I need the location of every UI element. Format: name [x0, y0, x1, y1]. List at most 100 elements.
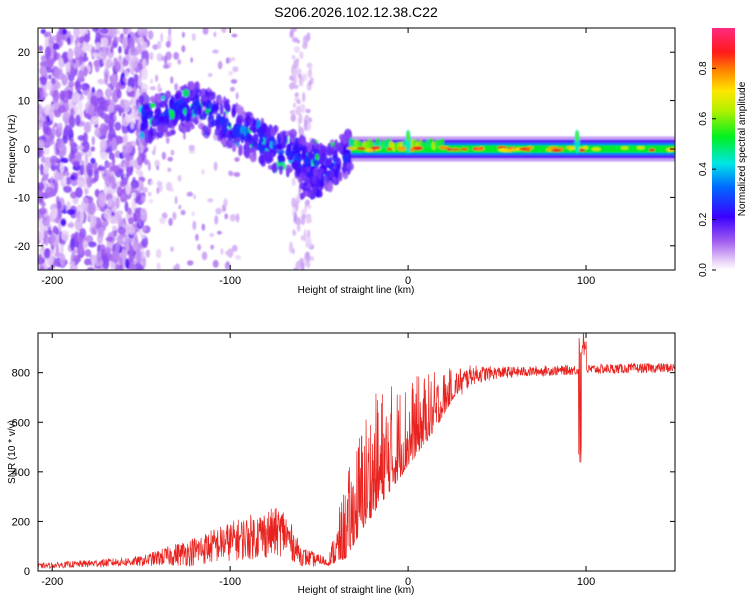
spectrogram-blob: [346, 162, 354, 171]
spectrogram-blob: [58, 105, 67, 114]
spectrogram-blob: [108, 152, 115, 160]
spectrogram-blob: [335, 165, 339, 176]
spectrogram-blob: [147, 191, 152, 197]
spectrogram-x-axis: -200 -100 0 100: [41, 28, 595, 287]
spectrogram-blob: [138, 36, 144, 46]
colorbar-label: Normalized spectral amplitude: [737, 81, 748, 216]
spectrogram-blob: [227, 248, 234, 258]
spectrogram-blob: [168, 119, 174, 129]
spectrogram-blob: [170, 110, 175, 120]
spectrogram-blob: [292, 207, 295, 217]
spectrogram-blob: [220, 138, 227, 145]
spectrogram-blob: [56, 200, 62, 210]
spectrogram-blob: [145, 112, 150, 118]
spectrogram-blob: [252, 133, 259, 145]
spectrogram-blob: [210, 244, 215, 250]
spectrogram-blob: [129, 99, 134, 106]
spectrogram-blob: [303, 190, 310, 197]
spectrogram-blob: [298, 113, 303, 125]
spectrogram-blob: [101, 46, 108, 58]
spectrogram-blob: [90, 157, 96, 164]
spectrogram-blob: [271, 163, 278, 174]
spectrogram-blob: [343, 145, 349, 156]
spectrogram-blob: [156, 187, 160, 194]
spectrogram-blob: [228, 171, 234, 177]
spectrogram-blob: [202, 28, 209, 35]
spectrogram-blob: [132, 192, 137, 199]
spectrogram-blob: [338, 169, 342, 181]
spectrogram-blob: [46, 267, 53, 270]
colorbar-tick-label: 0.8: [698, 61, 709, 75]
spectrogram-blob: [112, 195, 116, 202]
spectrogram-blob: [76, 42, 82, 48]
snr-series-line: [38, 333, 675, 570]
spectrogram-blob: [180, 113, 185, 122]
spectrogram-blob: [59, 161, 65, 174]
spectrogram-blob: [263, 150, 271, 162]
spectrogram-blob: [292, 28, 297, 33]
spectrogram-blob: [148, 96, 156, 102]
spectrogram-blob: [63, 171, 70, 177]
spectrogram-x-tick-label: 100: [577, 275, 595, 287]
spectrogram-blob: [582, 146, 589, 150]
spectrogram-blob: [313, 159, 320, 168]
spectrogram-blob: [250, 152, 256, 163]
spectrogram-blob: [182, 88, 190, 98]
spectrogram-blob: [181, 31, 186, 38]
spectrogram-blob: [142, 58, 147, 69]
spectrogram-blob: [39, 60, 47, 68]
spectrogram-blob: [225, 250, 229, 256]
spectrogram-blob: [42, 120, 49, 134]
spectrogram-blob: [128, 217, 134, 225]
spectrogram-blob: [144, 159, 150, 165]
spectrogram-blob: [90, 95, 98, 106]
spectrogram-blob: [301, 166, 307, 174]
spectrogram-blob: [293, 211, 297, 222]
spectrogram-blob: [77, 99, 83, 111]
spectrogram-blob: [386, 147, 393, 151]
spectrogram-blob: [293, 69, 297, 80]
spectrogram-blob: [311, 144, 315, 153]
spectrogram-blob: [270, 128, 277, 136]
spectrogram-blob: [116, 89, 122, 99]
spectrogram-blob: [156, 53, 163, 62]
spectrogram-blob: [219, 103, 224, 115]
spectrogram-blob: [38, 182, 45, 191]
spectrogram-blob: [107, 198, 113, 208]
spectrogram-blob: [142, 186, 148, 193]
spectrogram-blob: [50, 176, 54, 186]
spectrogram-blob: [183, 114, 191, 123]
spectrogram-blob: [111, 225, 117, 231]
spectrogram-blob: [201, 251, 208, 261]
spectrogram-blob: [308, 117, 313, 123]
spectrogram-blob: [291, 160, 299, 170]
spectrogram-blob: [121, 176, 128, 186]
spectrogram-blob: [177, 174, 182, 182]
spectrogram-blob: [206, 101, 211, 110]
spectrogram-blob: [177, 58, 182, 65]
spectrogram-blob: [125, 237, 134, 245]
spectrogram-blob: [325, 158, 333, 167]
spectrogram-blob: [83, 66, 88, 77]
spectrogram-blob: [212, 103, 220, 112]
spectrogram-blob: [170, 76, 174, 84]
spectrogram-blob: [127, 257, 135, 270]
spectrogram-blob: [67, 74, 75, 82]
spectrogram-blob: [62, 175, 67, 187]
spectrogram-blob: [53, 181, 59, 188]
spectrogram-blob: [83, 197, 90, 204]
spectrogram-blob: [134, 77, 139, 89]
spectrogram-blob: [231, 56, 236, 62]
spectrogram-blob: [97, 104, 104, 118]
spectrogram-blob: [81, 41, 89, 53]
spectrogram-blob: [152, 44, 159, 50]
spectrogram-blob: [104, 88, 113, 98]
spectrogram-blob: [191, 211, 195, 217]
spectrogram-blob: [342, 154, 347, 164]
snr-x-tick-label: -200: [41, 576, 63, 588]
spectrogram-blob: [38, 45, 43, 52]
spectrogram-blob: [132, 51, 139, 57]
spectrogram-blob: [172, 211, 177, 221]
spectrogram-blob: [259, 137, 264, 143]
spectrogram-blob: [231, 244, 238, 252]
